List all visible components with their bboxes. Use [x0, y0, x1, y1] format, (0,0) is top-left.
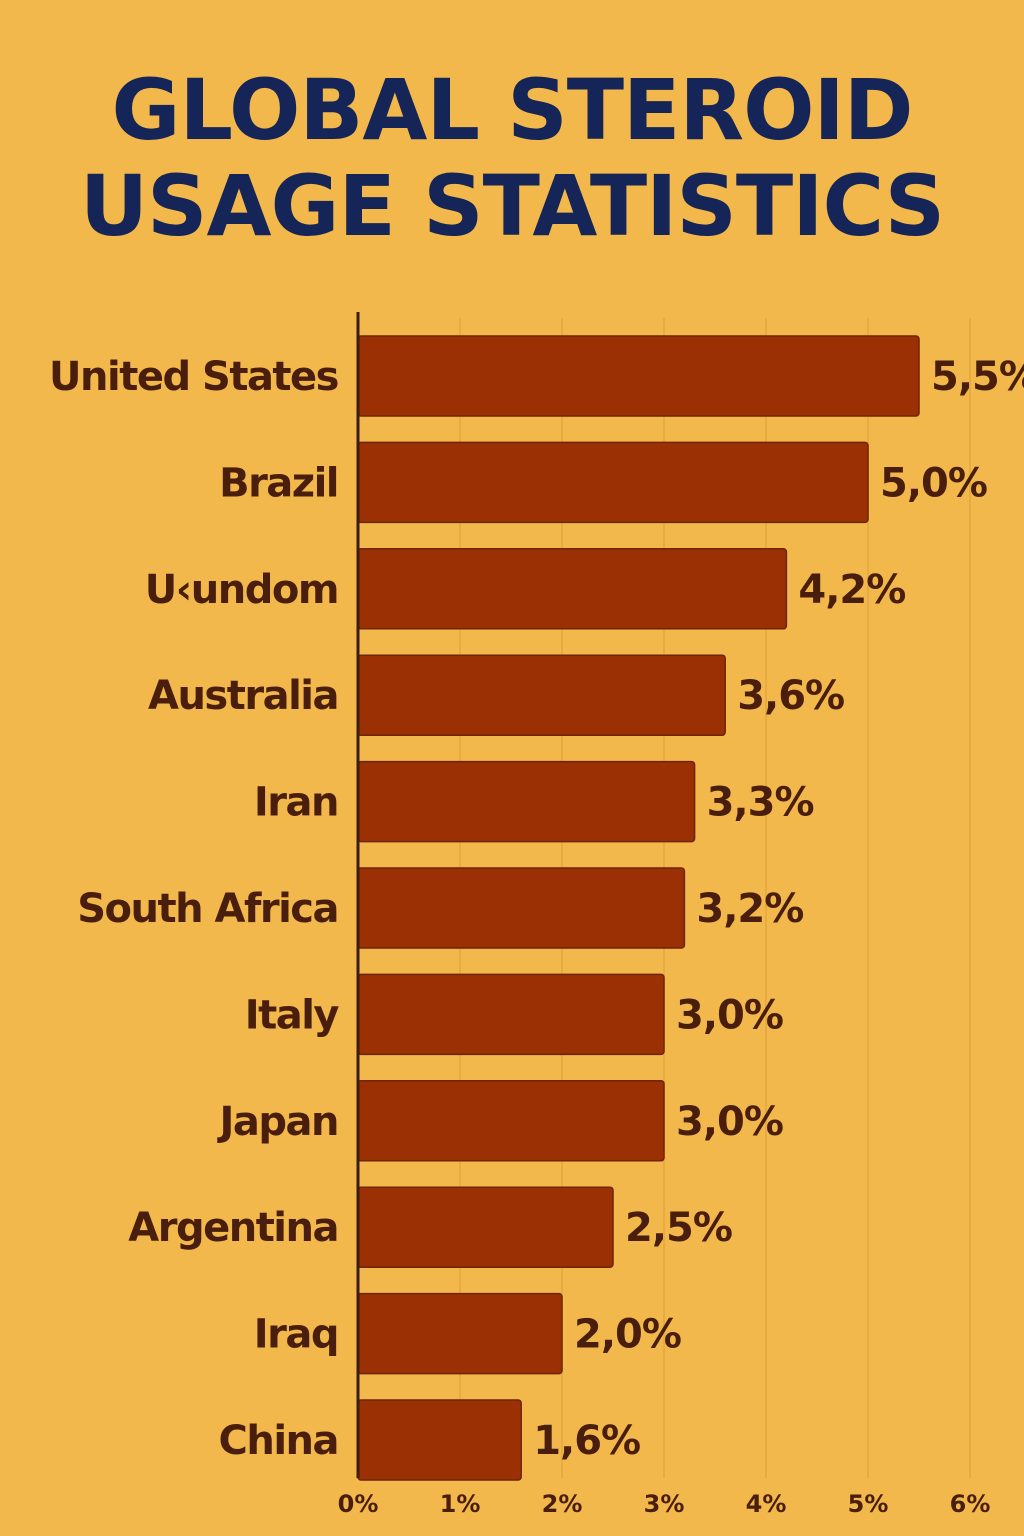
value-label: 5,5% [931, 354, 1024, 400]
category-label: Australia [148, 673, 338, 719]
title-block: GLOBAL STEROID USAGE STATISTICS [0, 62, 1024, 254]
value-label: 2,0% [574, 1312, 681, 1358]
x-tick-label: 3% [644, 1490, 685, 1518]
axes: 0% 1% 2% 3% 4% 5% 6% [338, 312, 991, 1518]
bar [357, 1399, 522, 1481]
category-label: United States [49, 354, 338, 400]
chart-title-line-2: USAGE STATISTICS [79, 157, 945, 255]
x-tick-label: 2% [542, 1490, 583, 1518]
x-tick-label: 0% [338, 1490, 379, 1518]
chart-title-line-1: GLOBAL STEROID [111, 61, 914, 159]
value-label: 3,0% [676, 992, 783, 1038]
bars [357, 335, 920, 1481]
category-label: Italy [245, 992, 340, 1038]
value-label: 3,0% [676, 1099, 783, 1145]
bar [357, 867, 686, 949]
value-label: 1,6% [533, 1418, 640, 1464]
category-label: U‹undom [145, 567, 338, 613]
chart-title: GLOBAL STEROID USAGE STATISTICS [0, 62, 1024, 254]
value-label: 3,6% [737, 673, 844, 719]
bar [357, 973, 665, 1056]
x-tick-label: 1% [440, 1490, 481, 1518]
value-label: 4,2% [798, 567, 905, 613]
bar [357, 1186, 614, 1268]
bar [357, 654, 726, 736]
x-tick-label: 5% [848, 1490, 889, 1518]
category-label: South Africa [77, 886, 338, 932]
value-label: 3,3% [707, 780, 814, 826]
bar [357, 1080, 665, 1162]
bar [357, 548, 788, 630]
category-label: Brazil [219, 460, 338, 506]
category-label: Japan [217, 1099, 338, 1145]
category-label: Argentina [128, 1205, 338, 1251]
bar [357, 760, 696, 843]
category-label: China [218, 1418, 338, 1464]
bar [357, 441, 869, 524]
x-tick-label: 6% [950, 1490, 991, 1518]
labels: United States 5,5% Brazil 5,0% U‹undom 4,2% Au… [49, 354, 1024, 1464]
value-label: 5,0% [880, 460, 987, 506]
category-label: Iraq [254, 1312, 338, 1358]
x-tick-label: 4% [746, 1490, 787, 1518]
value-label: 2,5% [625, 1205, 732, 1251]
category-label: Iran [254, 780, 338, 826]
value-label: 3,2% [696, 886, 803, 932]
bar [357, 1292, 563, 1375]
bar [357, 335, 920, 417]
